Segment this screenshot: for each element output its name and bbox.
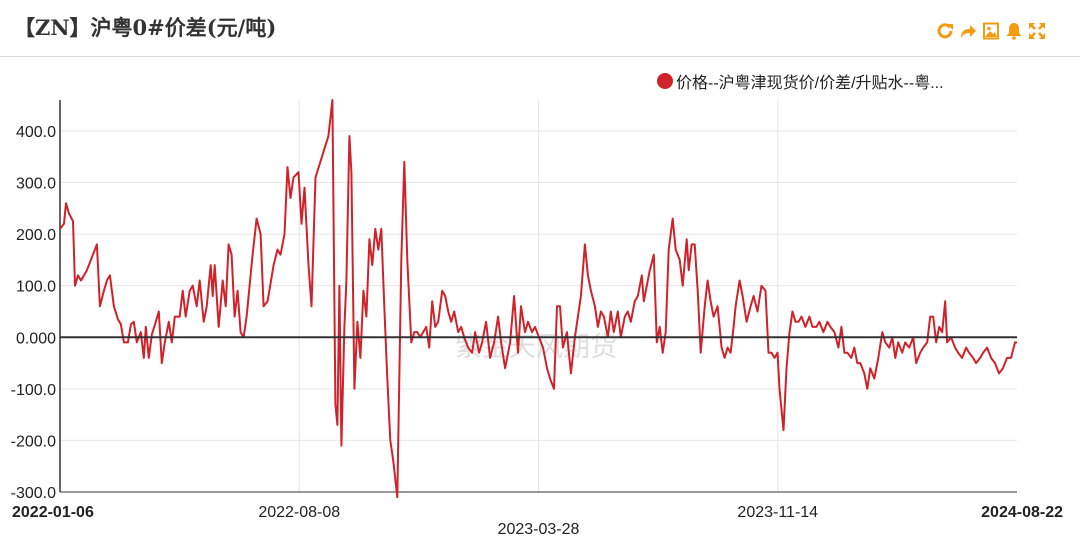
legend-label: 价格--沪粤津现货价/价差/升贴水--粤... bbox=[676, 75, 944, 92]
chart-title: 【ZN】沪粤0#价差(元/吨) bbox=[14, 15, 277, 40]
refresh-icon[interactable] bbox=[936, 22, 954, 40]
x-tick-label: 2023-11-14 bbox=[737, 504, 818, 521]
y-tick-label: 400.0 bbox=[16, 124, 56, 141]
x-tick-label: 2022-08-08 bbox=[258, 504, 340, 521]
y-tick-label: -200.0 bbox=[11, 433, 56, 450]
share-icon[interactable] bbox=[959, 22, 977, 40]
series-line bbox=[59, 99, 1017, 499]
chart-header: 【ZN】沪粤0#价差(元/吨) bbox=[0, 0, 1080, 57]
save-image-icon[interactable] bbox=[982, 22, 1000, 40]
y-tick-label: 300.0 bbox=[16, 176, 56, 193]
y-tick-label: 0.000 bbox=[16, 330, 56, 347]
chart-toolbar bbox=[936, 22, 1046, 40]
y-tick-label: 200.0 bbox=[16, 227, 56, 244]
y-tick-label: 100.0 bbox=[16, 279, 56, 296]
x-tick-label: 2024-08-22 bbox=[981, 504, 1063, 521]
x-tick-label: 2022-01-06 bbox=[12, 504, 94, 521]
y-tick-label: -300.0 bbox=[11, 485, 56, 502]
legend-marker bbox=[657, 73, 673, 89]
chart-legend[interactable]: 价格--沪粤津现货价/价差/升贴水--粤... bbox=[657, 69, 944, 93]
x-tick-label: 2023-03-28 bbox=[498, 521, 580, 538]
fullscreen-icon[interactable] bbox=[1028, 22, 1046, 40]
alert-bell-icon[interactable] bbox=[1005, 22, 1023, 40]
y-tick-label: -100.0 bbox=[11, 382, 56, 399]
